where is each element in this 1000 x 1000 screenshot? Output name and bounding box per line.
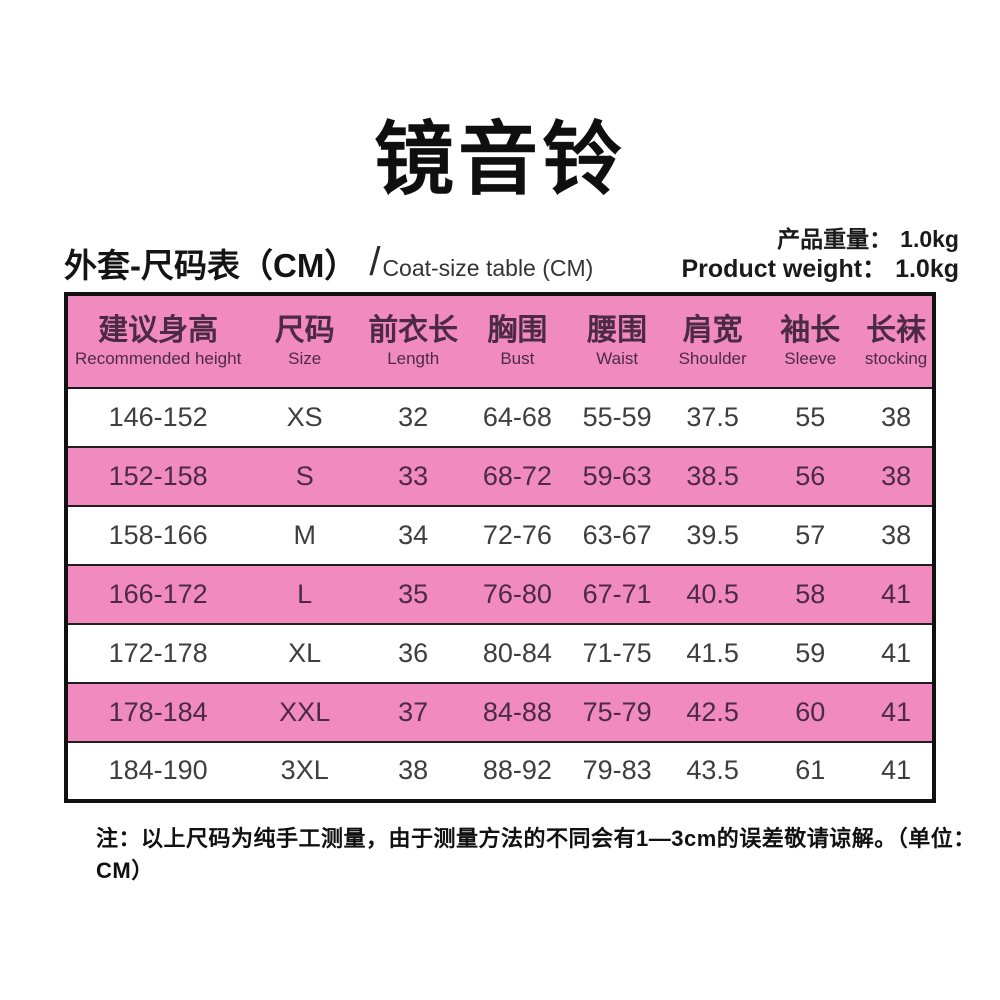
table-cell: 41 [860,563,934,624]
col-header-waist: 腰围 Waist [569,293,665,389]
table-cell: M [248,504,362,565]
table-cell: 76-80 [465,563,570,624]
col-header-length: 前衣长 Length [361,293,466,389]
table-subtitle: 外套-尺码表（CM） / Coat-size table (CM) [64,242,593,284]
table-cell: 41.5 [664,622,761,683]
table-cell: 32 [361,386,466,447]
table-cell: 60 [760,681,861,742]
table-cell: 59-63 [569,445,665,506]
table-cell: 35 [361,563,466,624]
product-weight-cn: 产品重量： 1.0kg [682,226,959,254]
table-cell: 38 [860,386,934,447]
subtitle-cn: 外套-尺码表（CM） [64,246,358,284]
table-cell: 41 [860,681,934,742]
table-cell: XS [248,386,362,447]
table-cell: 63-67 [569,504,665,565]
table-cell: 42.5 [664,681,761,742]
table-cell: 71-75 [569,622,665,683]
table-cell: 75-79 [569,681,665,742]
weight-value-cn: 1.0kg [900,226,959,252]
table-cell: 41 [860,740,934,801]
table-cell: S [248,445,362,506]
table-cell: 56 [760,445,861,506]
table-cell: L [248,563,362,624]
table-cell: 57 [760,504,861,565]
table-row-xxl: 178-184 XXL 37 84-88 75-79 42.5 60 41 [66,681,934,742]
product-weight-en: Product weight： 1.0kg [682,254,960,284]
col-header-size: 尺码 Size [248,293,362,389]
table-row-xs: 146-152 XS 32 64-68 55-59 37.5 55 38 [66,386,934,447]
table-cell: 39.5 [664,504,761,565]
size-table-body: 146-152 XS 32 64-68 55-59 37.5 55 38 152… [66,386,934,801]
table-cell: 38 [860,445,934,506]
table-cell: 64-68 [465,386,570,447]
product-title: 镜音铃 [374,115,626,204]
size-table-header: 建议身高 Recommended height 尺码 Size 前衣长 Length … [66,293,934,389]
subtitle-slash: / [369,239,381,284]
table-row-xl: 172-178 XL 36 80-84 71-75 41.5 59 41 [66,622,934,683]
table-cell: 166-172 [66,563,249,624]
table-cell: 58 [760,563,861,624]
size-chart-page: 镜音铃 外套-尺码表（CM） / Coat-size table (CM) 产品… [0,116,1000,1000]
header-row: 建议身高 Recommended height 尺码 Size 前衣长 Length … [66,293,934,389]
col-header-sleeve: 袖长 Sleeve [760,293,861,389]
table-cell: 55 [760,386,861,447]
weight-value-en: 1.0kg [895,254,959,283]
table-cell: 37.5 [664,386,761,447]
table-cell: 68-72 [465,445,570,506]
table-cell: XXL [248,681,362,742]
table-cell: 80-84 [465,622,570,683]
table-cell: 43.5 [664,740,761,801]
product-weight: 产品重量： 1.0kg Product weight： 1.0kg [682,226,960,284]
col-header-bust: 胸围 Bust [465,293,570,389]
table-cell: 3XL [248,740,362,801]
table-row-l: 166-172 L 35 76-80 67-71 40.5 58 41 [66,563,934,624]
table-cell: 184-190 [66,740,249,801]
table-cell: 38 [361,740,466,801]
table-row-s: 152-158 S 33 68-72 59-63 38.5 56 38 [66,445,934,506]
col-header-stocking: 长袜 stocking [860,293,934,389]
subtitle-en: Coat-size table (CM) [382,254,594,281]
table-cell: 40.5 [664,563,761,624]
table-cell: XL [248,622,362,683]
table-cell: 41 [860,622,934,683]
table-cell: 79-83 [569,740,665,801]
table-cell: 84-88 [465,681,570,742]
table-cell: 178-184 [66,681,249,742]
size-table: 建议身高 Recommended height 尺码 Size 前衣长 Length … [64,291,936,803]
table-cell: 59 [760,622,861,683]
table-cell: 67-71 [569,563,665,624]
table-cell: 55-59 [569,386,665,447]
table-cell: 152-158 [66,445,249,506]
table-cell: 72-76 [465,504,570,565]
subheader: 外套-尺码表（CM） / Coat-size table (CM) 产品重量： 1… [64,226,959,284]
table-cell: 158-166 [66,504,249,565]
weight-label-cn: 产品重量： [777,226,893,252]
table-cell: 34 [361,504,466,565]
table-cell: 172-178 [66,622,249,683]
table-row-3xl: 184-190 3XL 38 88-92 79-83 43.5 61 41 [66,740,934,801]
table-cell: 38 [860,504,934,565]
table-cell: 61 [760,740,861,801]
col-header-shoulder: 肩宽 Shoulder [664,293,761,389]
table-cell: 33 [361,445,466,506]
table-cell: 36 [361,622,466,683]
table-cell: 146-152 [66,386,249,447]
table-row-m: 158-166 M 34 72-76 63-67 39.5 57 38 [66,504,934,565]
table-cell: 37 [361,681,466,742]
table-cell: 38.5 [664,445,761,506]
col-header-height: 建议身高 Recommended height [66,293,249,389]
weight-label-en: Product weight： [681,254,888,283]
measurement-note: 注：以上尺码为纯手工测量，由于测量方法的不同会有1—3cm的误差敬请谅解。（单位… [96,825,976,883]
table-cell: 88-92 [465,740,570,801]
